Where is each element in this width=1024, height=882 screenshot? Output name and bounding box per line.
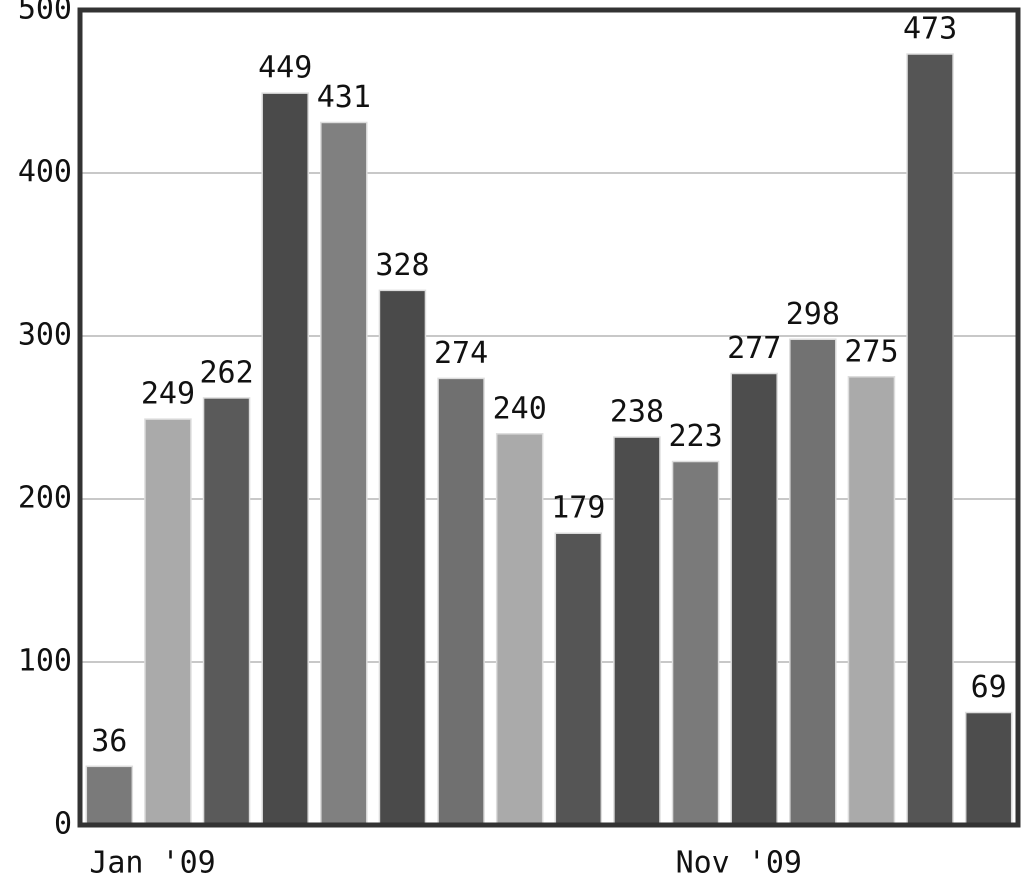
data-label: 274 [434,336,488,371]
data-label: 223 [668,419,722,454]
data-label: 249 [141,377,195,412]
data-label: 277 [727,331,781,366]
x-tick-label: Jan '09 [89,846,215,881]
y-tick-label: 200 [18,481,72,516]
bar [437,377,485,826]
bar [964,711,1013,826]
data-label: 298 [786,297,840,332]
data-label: 431 [317,80,371,115]
data-label: 262 [199,355,253,390]
data-label: 240 [493,391,547,426]
bar [730,372,778,826]
bar [320,121,368,826]
bar [85,765,134,826]
plot-frame [77,7,1021,828]
bar [613,436,661,826]
bar [554,532,603,826]
bar [144,418,192,826]
bar [671,460,720,826]
y-tick-label: 100 [18,644,72,679]
data-label: 473 [903,12,957,47]
bar [495,433,544,826]
bar [847,376,896,826]
data-label: 328 [375,248,429,283]
bar [789,338,837,826]
data-label: 36 [91,724,127,759]
data-label: 449 [258,51,312,86]
bar [906,53,954,826]
data-label: 238 [610,395,664,430]
y-tick-label: 300 [18,318,72,353]
y-tick-label: 0 [54,807,72,842]
data-label: 179 [551,491,605,526]
bar [378,289,427,826]
x-tick-label: Nov '09 [676,846,802,881]
bar [202,397,251,826]
y-tick-label: 400 [18,155,72,190]
data-label: 69 [971,670,1007,705]
data-label: 275 [844,334,898,369]
bar [261,92,309,826]
y-tick-label: 500 [18,0,72,27]
